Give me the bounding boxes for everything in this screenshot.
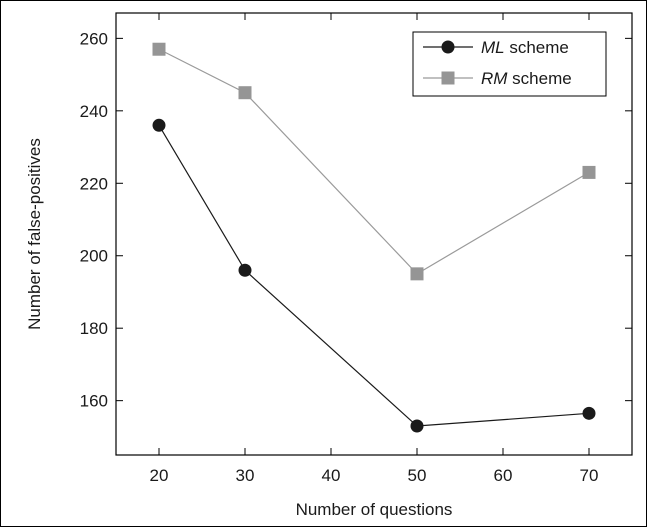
x-tick-label: 70 — [580, 466, 599, 485]
legend-item: ML scheme — [423, 38, 569, 57]
y-axis: 160 180 200 220 240 260 — [80, 29, 632, 411]
legend-marker — [441, 71, 455, 85]
x-axis-title: Number of questions — [296, 500, 453, 519]
x-axis: 20 30 40 50 60 70 — [150, 13, 599, 485]
y-tick-label: 220 — [80, 174, 108, 193]
y-axis-title: Number of false-positives — [25, 138, 44, 330]
legend-label: ML scheme — [481, 38, 569, 57]
legend-marker — [441, 40, 455, 54]
series-line — [158, 125, 590, 427]
legend-label-rest: scheme — [507, 69, 571, 88]
legend-item: RM scheme — [423, 69, 572, 88]
data-point — [410, 267, 424, 281]
y-tick-label: 260 — [80, 29, 108, 48]
series-line — [158, 48, 590, 275]
series-ml — [152, 118, 596, 433]
x-tick-label: 30 — [236, 466, 255, 485]
data-point — [238, 86, 252, 100]
data-point — [152, 118, 166, 132]
plot-frame — [115, 12, 633, 456]
legend-label: RM scheme — [481, 69, 572, 88]
series-layer — [152, 42, 596, 433]
x-tick-label: 60 — [494, 466, 513, 485]
legend-label-italic: RM — [481, 69, 508, 88]
y-tick-label: 240 — [80, 102, 108, 121]
data-point — [582, 406, 596, 420]
data-point — [410, 419, 424, 433]
data-point — [238, 263, 252, 277]
x-tick-label: 40 — [322, 466, 341, 485]
series-rm — [152, 42, 596, 281]
x-tick-label: 50 — [408, 466, 427, 485]
y-tick-label: 200 — [80, 247, 108, 266]
x-tick-label: 20 — [150, 466, 169, 485]
data-point — [582, 165, 596, 179]
legend-label-italic: ML — [481, 38, 505, 57]
legend-label-rest: scheme — [505, 38, 569, 57]
data-point — [152, 42, 166, 56]
y-tick-label: 180 — [80, 319, 108, 338]
y-tick-label: 160 — [80, 392, 108, 411]
